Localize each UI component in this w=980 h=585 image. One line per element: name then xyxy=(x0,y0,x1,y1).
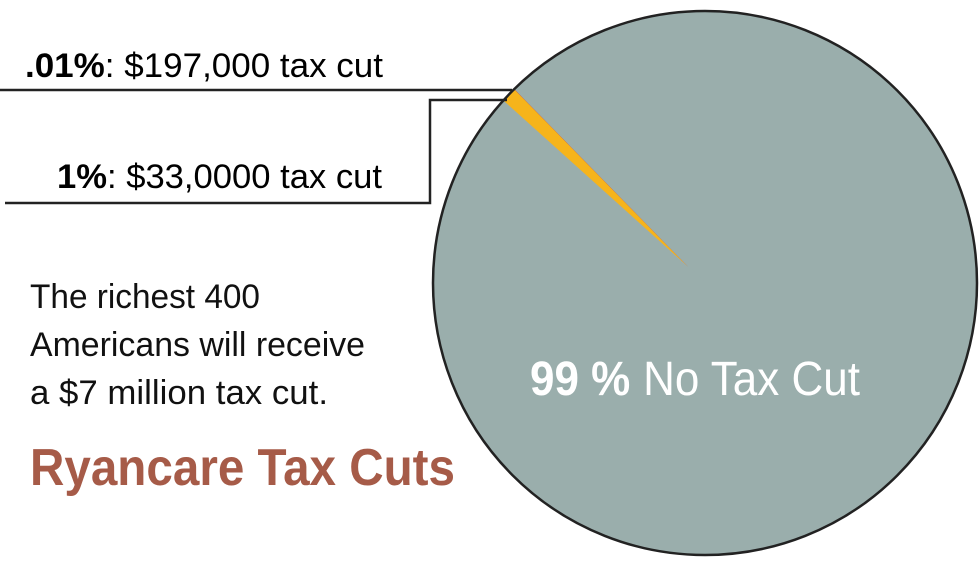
pie xyxy=(431,9,979,557)
pie-outline xyxy=(431,9,979,557)
slice-label: 99 %No Tax Cut xyxy=(530,353,860,406)
annotation: a $7 million tax cut. xyxy=(30,374,328,412)
value-label: 1% xyxy=(57,158,107,196)
leader-line xyxy=(5,98,507,205)
category-label: No Tax Cut xyxy=(643,353,860,406)
chart-title: Ryancare Tax Cuts xyxy=(30,439,455,497)
annotation: Americans will receive xyxy=(30,326,365,364)
annotation: The richest 400 xyxy=(30,278,260,316)
value-label: .01% xyxy=(25,47,105,85)
slice-label: .01%: $197,000 tax cut xyxy=(25,47,384,85)
value-label: 99 % xyxy=(530,353,630,406)
category-label: : $33,0000 tax cut xyxy=(107,158,383,196)
slice-label: 1%: $33,0000 tax cut xyxy=(57,158,383,196)
category-label: : $197,000 tax cut xyxy=(105,47,384,85)
